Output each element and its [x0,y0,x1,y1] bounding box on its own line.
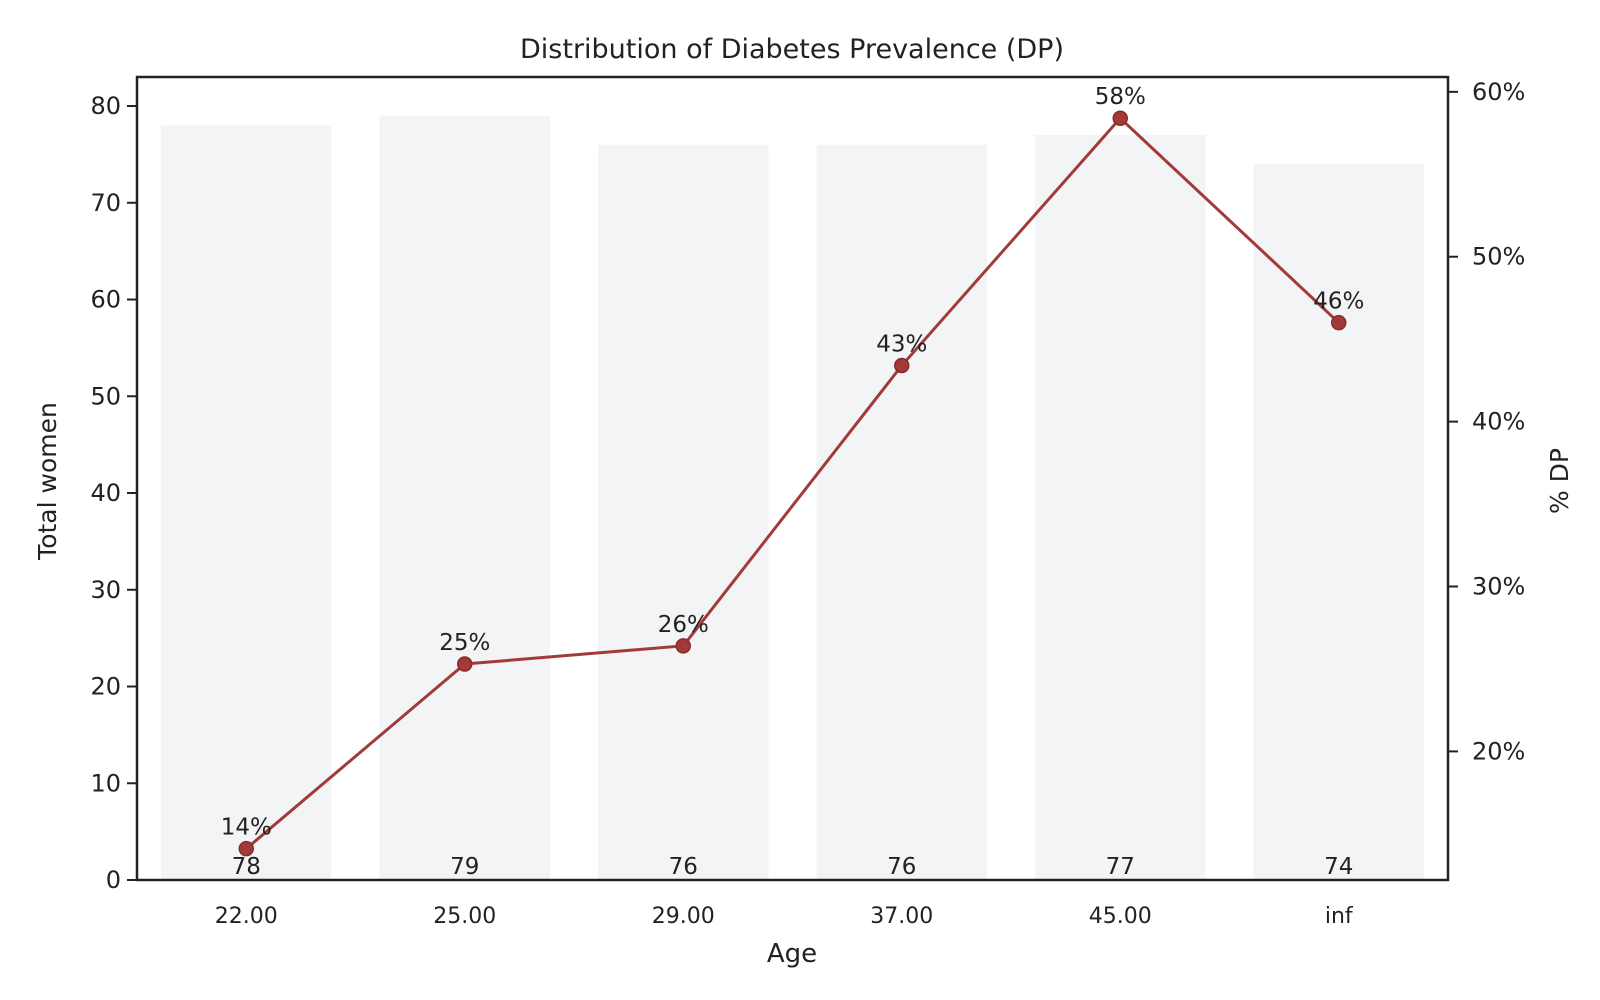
bar-2 [598,144,769,880]
x-tick-label-4: 45.00 [1089,904,1152,929]
y2-tick-label-4: 60% [1472,78,1525,106]
bar-5 [1253,164,1424,881]
y-tick-label-1: 10 [90,769,121,797]
dp-point-label-1: 25% [439,630,490,656]
bar-3 [816,144,987,880]
y-tick-label-7: 70 [90,189,121,217]
y-tick-label-8: 80 [90,92,121,120]
x-tick-label-2: 29.00 [652,904,715,929]
dp-point-1 [457,656,473,672]
dp-point-5 [1331,314,1347,331]
bar-value-label-2: 76 [669,854,698,880]
dp-point-3 [894,357,910,374]
bar-value-label-5: 74 [1324,854,1353,880]
dp-point-4 [1112,110,1128,126]
y-tick-label-4: 40 [90,479,121,507]
dp-point-0 [238,840,254,857]
bar-value-label-0: 78 [232,854,261,880]
plot-frame [135,75,1450,882]
y-tick-label-6: 60 [90,286,121,314]
y2-tick-label-3: 50% [1472,243,1525,271]
x-tick-label-5: inf [1325,904,1354,929]
bar-4 [1035,135,1206,880]
bar-1 [379,115,550,880]
y-tick-label-0: 0 [106,866,121,894]
x-tick-label-3: 37.00 [870,904,933,929]
y-axis-label: Total women [33,402,62,561]
y-tick-label-5: 50 [90,382,121,410]
bar-0 [161,125,332,881]
y-tick-label-2: 20 [90,673,121,701]
bar-labels-layer: 78 79 76 76 77 74 [232,854,1354,880]
line-layer: 14% 25% 26% 43% 58% 46% [221,84,1364,857]
dp-point-label-5: 46% [1313,289,1364,315]
y2-tick-label-2: 40% [1472,408,1525,436]
dp-point-label-3: 43% [876,332,927,358]
x-axis-label: Age [767,939,817,969]
dp-point-label-4: 58% [1095,84,1146,110]
axes-layer: 0 10 20 30 40 50 60 70 80 20% 30% 40% 50% 60% 22.00 25.… [90,75,1525,929]
chart-title: Distribution of Diabetes Prevalence (DP) [520,34,1064,65]
dp-line [245,116,1340,850]
x-tick-label-0: 22.00 [215,904,278,929]
y2-tick-label-1: 30% [1472,573,1525,601]
y2-tick-label-0: 20% [1472,737,1525,765]
y-tick-label-3: 30 [90,576,121,604]
bar-value-label-1: 79 [450,854,479,880]
bar-value-label-3: 76 [887,854,916,880]
dp-point-2 [675,638,691,654]
y2-axis-label: % DP [1545,448,1574,514]
dp-point-label-0: 14% [221,815,272,841]
bars-layer [161,115,1424,881]
dp-point-label-2: 26% [658,612,709,638]
bar-value-label-4: 77 [1106,854,1135,880]
x-tick-label-1: 25.00 [433,904,496,929]
